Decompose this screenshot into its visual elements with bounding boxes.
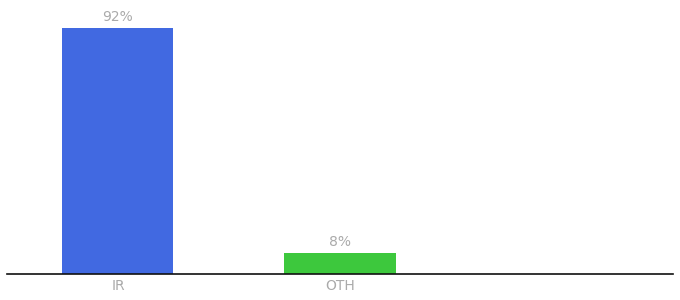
Text: 92%: 92%	[103, 10, 133, 24]
Bar	[63, 28, 173, 274]
Bar	[284, 253, 396, 274]
Text: 8%: 8%	[329, 235, 351, 249]
